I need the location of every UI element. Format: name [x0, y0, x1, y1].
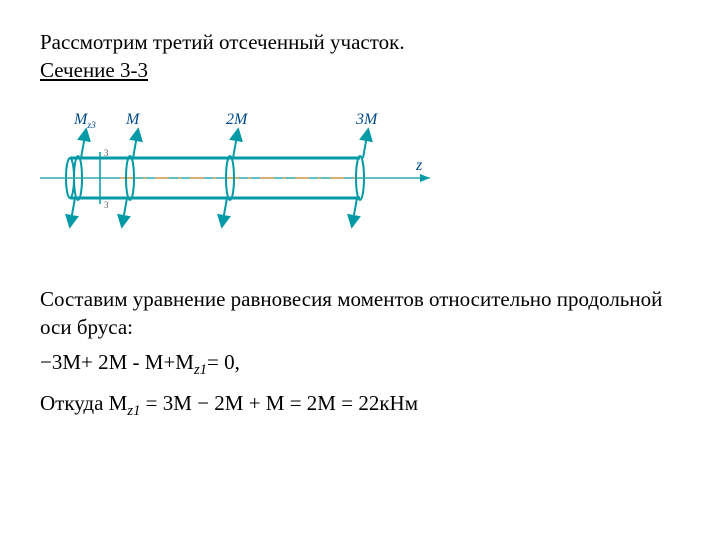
svg-text:Mz3: Mz3 [73, 111, 96, 131]
heading-line-1: Рассмотрим третий отсеченный участок. [40, 28, 680, 56]
svg-text:z: z [415, 157, 423, 174]
equation-1: −3M+ 2M - M+Mz1= 0, [40, 347, 680, 382]
svg-text:2M: 2M [226, 111, 249, 128]
svg-text:3M: 3M [355, 111, 379, 128]
heading-line-2: Сечение 3-3 [40, 56, 680, 84]
heading-block: Рассмотрим третий отсеченный участок. Се… [40, 28, 680, 85]
eq1-pre: −3M+ 2M - M+M [40, 350, 194, 374]
eq1-post: = 0, [207, 350, 240, 374]
equation-2: Откуда Mz1 = 3M − 2M + M = 2M = 22кНм [40, 388, 680, 423]
svg-text:3: 3 [104, 200, 109, 210]
eq2-sub: z1 [127, 403, 140, 419]
page: Рассмотрим третий отсеченный участок. Се… [0, 0, 720, 540]
eq1-sub: z1 [194, 363, 207, 379]
beam-diagram: z Mz3 M 2M 3M 3 3 [40, 103, 460, 253]
svg-text:3: 3 [104, 148, 109, 158]
svg-text:M: M [125, 111, 141, 128]
paragraph: Составим уравнение равновесия моментов о… [40, 285, 680, 342]
eq2-pre: Откуда M [40, 391, 127, 415]
eq2-mid: = 3M − 2M + M = 2M = 22кНм [140, 391, 418, 415]
